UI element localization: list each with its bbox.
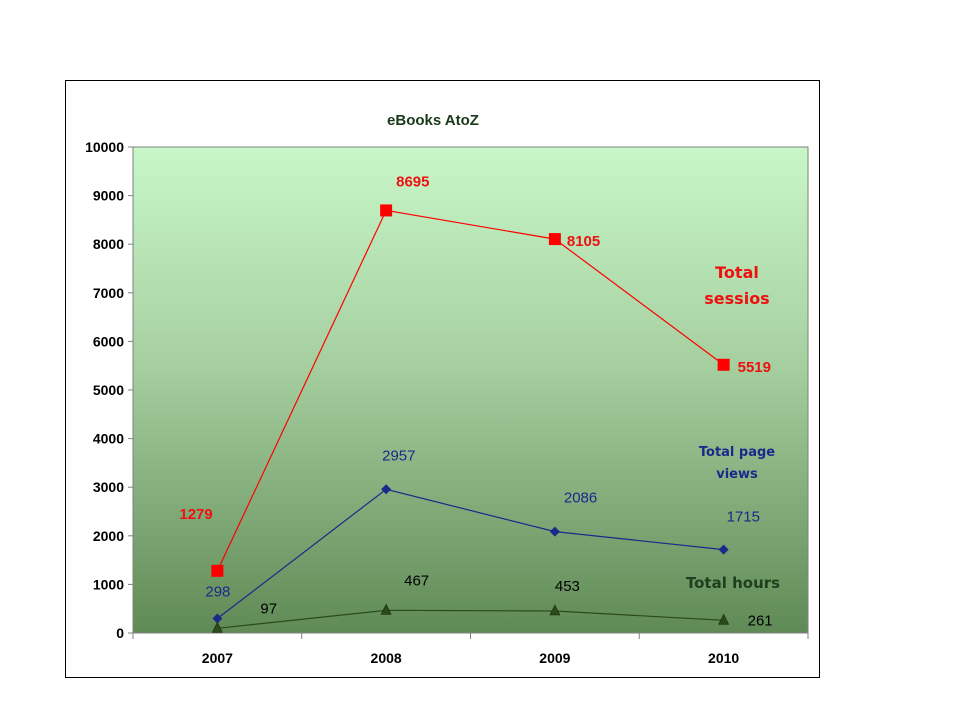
y-tick-label: 5000 xyxy=(93,382,124,398)
x-tick-label: 2009 xyxy=(539,650,570,666)
data-point-diamond xyxy=(718,544,729,555)
data-label: 1715 xyxy=(727,509,760,526)
series-name-label: sessios xyxy=(704,289,769,308)
series-name-label: Total xyxy=(715,263,759,282)
y-tick-label: 10000 xyxy=(85,139,124,155)
series-layer xyxy=(211,204,730,633)
data-point-diamond xyxy=(212,613,223,624)
y-tick-label: 4000 xyxy=(93,431,124,447)
series-name-label: Total hours xyxy=(686,574,780,592)
data-label: 261 xyxy=(748,612,773,629)
y-tick-label: 6000 xyxy=(93,333,124,349)
data-point-square xyxy=(211,564,224,577)
y-tick-label: 0 xyxy=(116,625,124,641)
x-tick-label: 2010 xyxy=(708,650,739,666)
data-label: 2957 xyxy=(382,447,415,464)
y-tick-label: 9000 xyxy=(93,188,124,204)
data-label: 2086 xyxy=(564,490,597,507)
series-line xyxy=(217,488,724,619)
data-point-diamond xyxy=(549,526,560,537)
plot-area xyxy=(132,146,809,634)
data-point-triangle xyxy=(211,621,223,633)
data-point-square xyxy=(717,358,730,371)
series-line xyxy=(216,209,724,572)
chart-title: eBooks AtoZ xyxy=(387,112,479,129)
data-label: 298 xyxy=(205,584,230,601)
data-point-square xyxy=(380,204,393,217)
data-label: 453 xyxy=(555,578,580,595)
axes: 0 1000 2000 3000 4000 5000 6000 7000 8000 9000 100… xyxy=(85,139,809,666)
data-label: 467 xyxy=(404,572,429,589)
data-label: 1279 xyxy=(179,506,212,523)
labels-layer: 1279 8695 8105 5519 Total sessios 298 2957 2086 1… xyxy=(179,173,780,629)
data-label: 8105 xyxy=(567,233,600,250)
data-label: 5519 xyxy=(738,359,771,376)
data-point-diamond xyxy=(381,484,392,495)
x-tick-label: 2007 xyxy=(202,650,233,666)
series-name-label: Total page xyxy=(699,445,775,460)
y-tick-label: 2000 xyxy=(93,528,124,544)
series-line xyxy=(217,609,724,629)
data-point-triangle xyxy=(380,603,392,615)
y-tick-label: 1000 xyxy=(93,576,124,592)
data-label: 97 xyxy=(260,600,277,617)
data-label: 8695 xyxy=(396,173,429,190)
x-tick-label: 2008 xyxy=(371,650,402,666)
data-point-triangle xyxy=(718,613,730,625)
series-name-label: views xyxy=(716,467,758,482)
y-tick-label: 8000 xyxy=(93,236,124,252)
data-point-triangle xyxy=(549,604,561,616)
y-tick-label: 3000 xyxy=(93,479,124,495)
data-point-square xyxy=(548,233,561,246)
y-tick-label: 7000 xyxy=(93,285,124,301)
